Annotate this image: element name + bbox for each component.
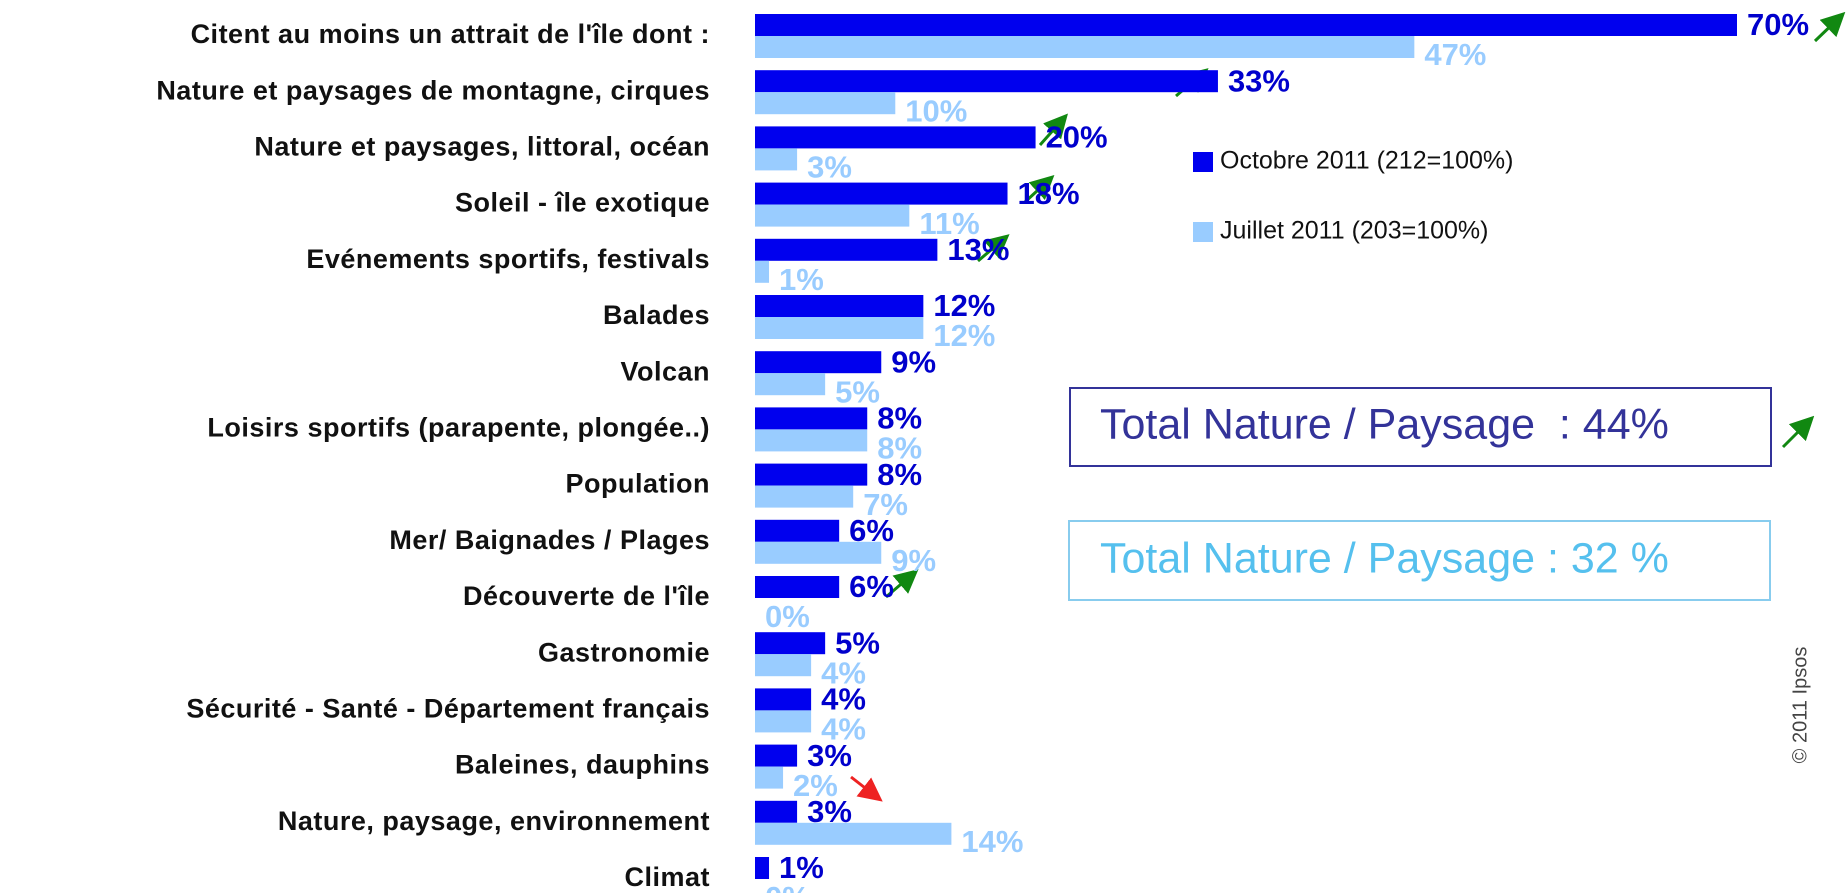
data-label: 9% (891, 344, 936, 379)
bar (755, 463, 868, 486)
category-label: Citent au moins un attrait de l'île dont… (191, 19, 710, 49)
bar (755, 654, 812, 677)
data-label: 14% (961, 824, 1023, 859)
category-label: Population (566, 469, 710, 499)
bar (755, 36, 1415, 58)
annotation-box (1068, 520, 1771, 601)
data-label: 3% (807, 150, 852, 185)
category-label: Découverte de l'île (463, 581, 710, 611)
annotation: Total Nature / Paysage : 44% (1100, 400, 1669, 448)
bar (755, 260, 770, 283)
data-label: 8% (877, 401, 922, 436)
data-label: 10% (905, 93, 967, 128)
category-label: Volcan (620, 356, 710, 386)
data-label: 4% (821, 655, 866, 690)
data-label: 13% (947, 232, 1009, 267)
data-label: 20% (1046, 120, 1108, 155)
bar (755, 429, 868, 452)
bar (755, 710, 812, 733)
category-label: Nature et paysages de montagne, cirques (156, 75, 710, 105)
bar (755, 204, 910, 227)
category-label: Soleil - île exotique (455, 188, 710, 218)
bar (755, 519, 840, 542)
data-label: 1% (779, 850, 824, 885)
category-label: Gastronomie (538, 637, 710, 667)
bar (755, 238, 938, 261)
bar (755, 182, 1008, 205)
data-label: 1% (779, 262, 824, 297)
data-label: 47% (1424, 37, 1486, 72)
bar (755, 485, 854, 508)
bar (755, 407, 868, 430)
category-label: Mer/ Baignades / Plages (389, 525, 710, 555)
data-label: 0% (765, 599, 810, 634)
bar (755, 126, 1036, 149)
bar (755, 766, 784, 789)
data-label: 7% (863, 487, 908, 522)
data-label: 6% (849, 569, 894, 604)
bar (755, 632, 826, 655)
category-label: Loisirs sportifs (parapente, plongée..) (207, 413, 710, 443)
data-label: 70% (1747, 7, 1809, 42)
category-label: Nature et paysages, littoral, océan (254, 132, 710, 162)
bar (755, 541, 882, 564)
data-label: 11% (919, 206, 979, 241)
bar (755, 317, 924, 339)
data-label: 12% (933, 288, 995, 323)
data-label: 0% (765, 880, 810, 893)
legend-swatch (1193, 152, 1213, 172)
legend-label: Octobre 2011 (212=100%) (1220, 147, 1513, 175)
legend-swatch (1193, 222, 1213, 242)
bar (755, 576, 840, 598)
data-label: 3% (807, 738, 852, 773)
bar (755, 744, 798, 767)
bar (755, 800, 798, 823)
bar (755, 92, 896, 115)
trend-arrow-down (850, 775, 883, 802)
data-label: 4% (821, 682, 866, 717)
bar (755, 822, 952, 845)
annotation: Total Nature / Paysage : 32 % (1100, 534, 1669, 582)
data-label: 9% (891, 543, 936, 578)
category-label: Nature, paysage, environnement (278, 806, 710, 836)
bar (755, 148, 798, 171)
data-label: 33% (1228, 63, 1290, 98)
category-label: Climat (624, 862, 710, 892)
data-label: 5% (835, 374, 880, 409)
bar (755, 14, 1737, 36)
legend-label: Juillet 2011 (203=100%) (1220, 217, 1488, 245)
data-label: 18% (1018, 176, 1080, 211)
bar (755, 351, 882, 374)
category-label: Sécurité - Santé - Département français (186, 694, 710, 724)
bar (755, 373, 826, 396)
annotation-box (1069, 387, 1772, 467)
data-label: 8% (877, 431, 922, 466)
bar (755, 70, 1218, 93)
data-label: 2% (793, 768, 838, 803)
bar (755, 295, 924, 317)
trend-arrows (885, 11, 1846, 599)
data-label: 8% (877, 457, 922, 492)
data-label: 4% (821, 712, 866, 747)
bar (755, 857, 770, 879)
data-label: 12% (933, 318, 995, 353)
category-label: Balades (603, 300, 710, 330)
category-label: Evénements sportifs, festivals (306, 244, 710, 274)
data-label: 5% (835, 625, 880, 660)
category-label: Baleines, dauphins (455, 750, 710, 780)
copyright: © 2011 Ipsos (1789, 647, 1811, 764)
bar (755, 688, 812, 711)
